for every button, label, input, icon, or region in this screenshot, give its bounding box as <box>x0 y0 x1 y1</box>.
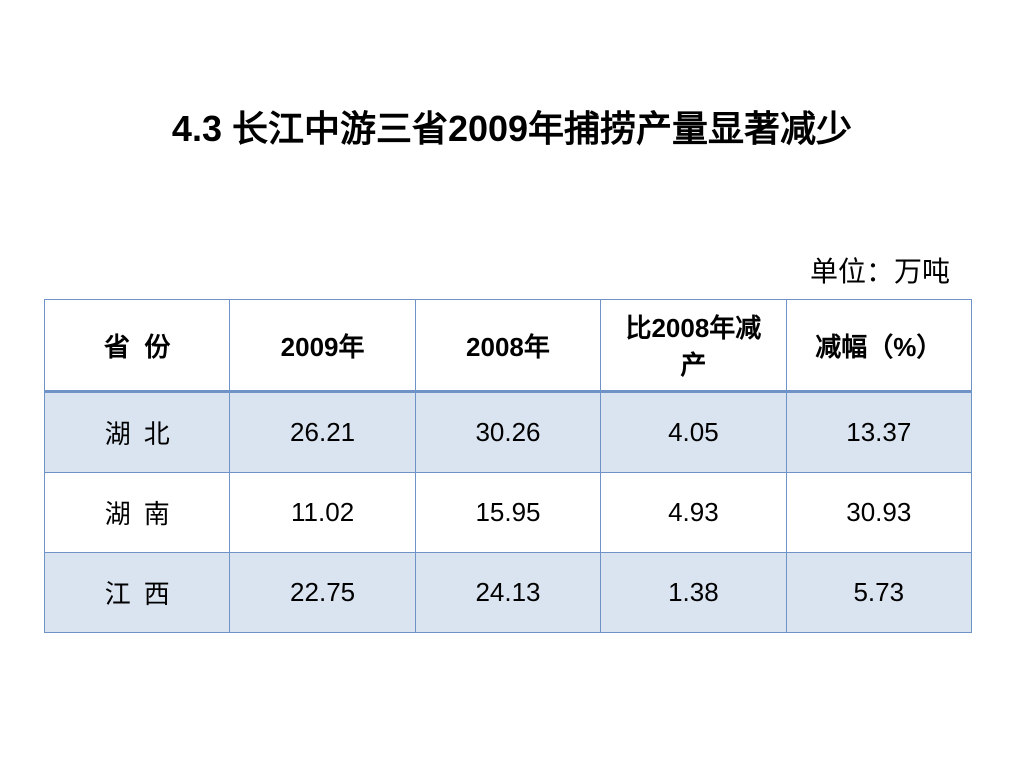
value-cell: 30.93 <box>785 472 973 553</box>
table-row: 湖 北 26.21 30.26 4.05 13.37 <box>43 391 973 473</box>
value-cell: 4.05 <box>600 391 787 473</box>
column-header: 比2008年减产 <box>600 299 787 393</box>
value-cell: 22.75 <box>229 552 416 633</box>
value-cell: 26.21 <box>229 391 416 473</box>
province-cell: 江 西 <box>43 552 231 633</box>
value-cell: 4.93 <box>600 472 787 553</box>
value-cell: 15.95 <box>414 472 602 553</box>
value-cell: 30.26 <box>414 391 602 473</box>
table-body: 湖 北 26.21 30.26 4.05 13.37 湖 南 11.02 15.95 4.93 3… <box>43 391 973 633</box>
slide-title: 4.3 长江中游三省2009年捕捞产量显著减少 <box>171 108 853 149</box>
value-cell: 1.38 <box>600 552 787 633</box>
value-cell: 11.02 <box>229 472 416 553</box>
column-header: 2008年 <box>414 299 602 393</box>
value-cell: 24.13 <box>414 552 602 633</box>
province-cell: 湖 北 <box>43 391 231 473</box>
value-cell: 5.73 <box>785 552 973 633</box>
table-row: 湖 南 11.02 15.95 4.93 30.93 <box>43 472 973 553</box>
data-table: 省 份 2009年 2008年 比2008年减产 减幅（%） 湖 北 26.21 30.26… <box>43 299 973 633</box>
unit-label: 单位：万吨 <box>809 256 950 287</box>
value-cell: 13.37 <box>785 391 973 473</box>
header-row: 省 份 2009年 2008年 比2008年减产 减幅（%） <box>43 299 973 393</box>
column-header: 减幅（%） <box>785 299 973 393</box>
column-header: 2009年 <box>229 299 416 393</box>
table-row: 江 西 22.75 24.13 1.38 5.73 <box>43 552 973 633</box>
column-header: 省 份 <box>43 299 231 393</box>
province-cell: 湖 南 <box>43 472 231 553</box>
